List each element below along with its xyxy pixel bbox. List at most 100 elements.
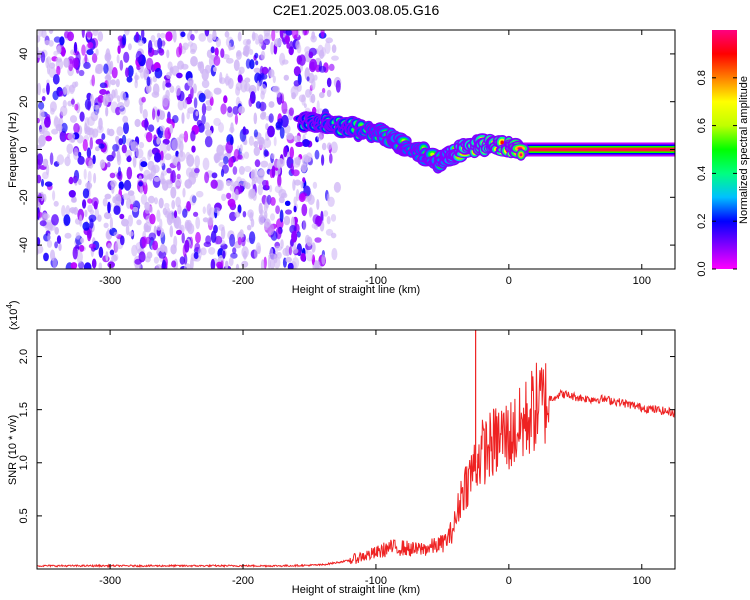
noise-speckle	[214, 47, 219, 57]
noise-speckle	[89, 218, 94, 229]
noise-speckle	[166, 72, 172, 79]
noise-speckle	[73, 123, 80, 134]
noise-speckle	[277, 251, 282, 259]
noise-speckle	[248, 97, 253, 108]
noise-speckle	[154, 197, 158, 205]
snr-x-label: Height of straight line (km)	[292, 584, 420, 596]
noise-speckle	[257, 34, 264, 43]
noise-speckle	[37, 35, 41, 43]
noise-speckle	[202, 217, 209, 223]
noise-speckle	[58, 90, 64, 97]
noise-speckle	[45, 57, 49, 69]
noise-speckle	[116, 95, 121, 103]
noise-speckle	[205, 129, 212, 137]
noise-speckle	[222, 54, 230, 60]
noise-speckle	[134, 74, 140, 81]
noise-speckle	[72, 57, 79, 69]
noise-speckle	[49, 62, 56, 69]
noise-speckle	[115, 106, 121, 116]
noise-speckle	[103, 222, 109, 229]
noise-speckle	[221, 164, 229, 174]
noise-speckle	[159, 125, 165, 132]
noise-speckle	[298, 54, 306, 66]
noise-speckle	[110, 60, 114, 71]
noise-speckle	[246, 224, 252, 231]
noise-speckle	[257, 183, 263, 196]
noise-speckle	[181, 112, 185, 124]
noise-speckle	[215, 37, 221, 48]
noise-speckle	[135, 50, 143, 63]
noise-speckle	[42, 171, 49, 180]
noise-speckle	[79, 214, 83, 227]
spectrogram-y-ticks: -40 -20 0 20 40	[18, 48, 675, 253]
noise-speckle	[141, 236, 148, 248]
noise-speckle	[201, 79, 210, 89]
noise-speckle	[243, 45, 251, 53]
noise-speckle	[291, 230, 298, 243]
noise-speckle	[321, 87, 326, 94]
noise-speckle	[158, 250, 167, 259]
noise-speckle	[148, 232, 156, 241]
x-tick-label: -300	[99, 275, 121, 287]
noise-speckle	[263, 202, 268, 213]
noise-speckle	[204, 64, 211, 74]
noise-speckle	[313, 260, 321, 269]
noise-speckle	[95, 146, 100, 152]
noise-speckle	[160, 32, 166, 39]
noise-speckle	[190, 34, 195, 41]
noise-speckle	[283, 215, 291, 226]
noise-speckle	[41, 178, 44, 187]
noise-speckle	[190, 56, 198, 67]
noise-speckle	[118, 138, 124, 146]
noise-speckle	[107, 201, 111, 214]
noise-speckle	[43, 213, 50, 219]
noise-speckle	[156, 32, 161, 39]
noise-speckle	[219, 71, 223, 84]
noise-speckle	[68, 190, 76, 198]
noise-speckle	[54, 115, 59, 127]
noise-speckle	[155, 264, 162, 269]
noise-speckle	[227, 77, 234, 90]
noise-speckle	[70, 262, 78, 269]
noise-speckle	[277, 174, 282, 188]
noise-speckle	[142, 109, 148, 120]
noise-speckle	[244, 165, 252, 173]
noise-speckle	[268, 253, 277, 260]
noise-speckle	[316, 100, 320, 113]
noise-speckle	[136, 219, 142, 226]
noise-speckle	[145, 131, 153, 143]
noise-speckle	[128, 231, 134, 237]
noise-speckle	[111, 67, 118, 79]
noise-speckle	[206, 49, 212, 58]
noise-speckle	[229, 233, 236, 247]
noise-speckle	[39, 220, 47, 227]
noise-speckle	[254, 52, 259, 59]
noise-speckle	[331, 247, 338, 261]
noise-speckle	[138, 251, 146, 263]
noise-speckle	[157, 109, 160, 117]
noise-speckle	[186, 154, 195, 167]
noise-speckle	[306, 76, 310, 82]
noise-speckle	[188, 174, 197, 185]
noise-speckle	[139, 69, 145, 79]
noise-speckle	[263, 211, 268, 219]
noise-speckle	[46, 114, 51, 122]
noise-speckle	[268, 69, 275, 78]
noise-speckle	[46, 82, 50, 96]
noise-speckle	[152, 108, 156, 121]
noise-speckle	[286, 132, 294, 140]
noise-speckle	[138, 181, 144, 187]
noise-speckle	[39, 128, 44, 135]
noise-speckle	[73, 206, 79, 215]
noise-speckle	[327, 196, 335, 207]
noise-speckle	[137, 39, 144, 47]
noise-speckle	[260, 259, 265, 269]
noise-speckle	[274, 185, 283, 194]
noise-speckle	[166, 49, 170, 59]
spectrogram-signal-layer	[293, 111, 675, 174]
noise-speckle	[146, 173, 154, 180]
y-tick-label: 1.0	[18, 455, 30, 470]
noise-speckle	[64, 232, 72, 239]
noise-speckle	[103, 63, 109, 74]
